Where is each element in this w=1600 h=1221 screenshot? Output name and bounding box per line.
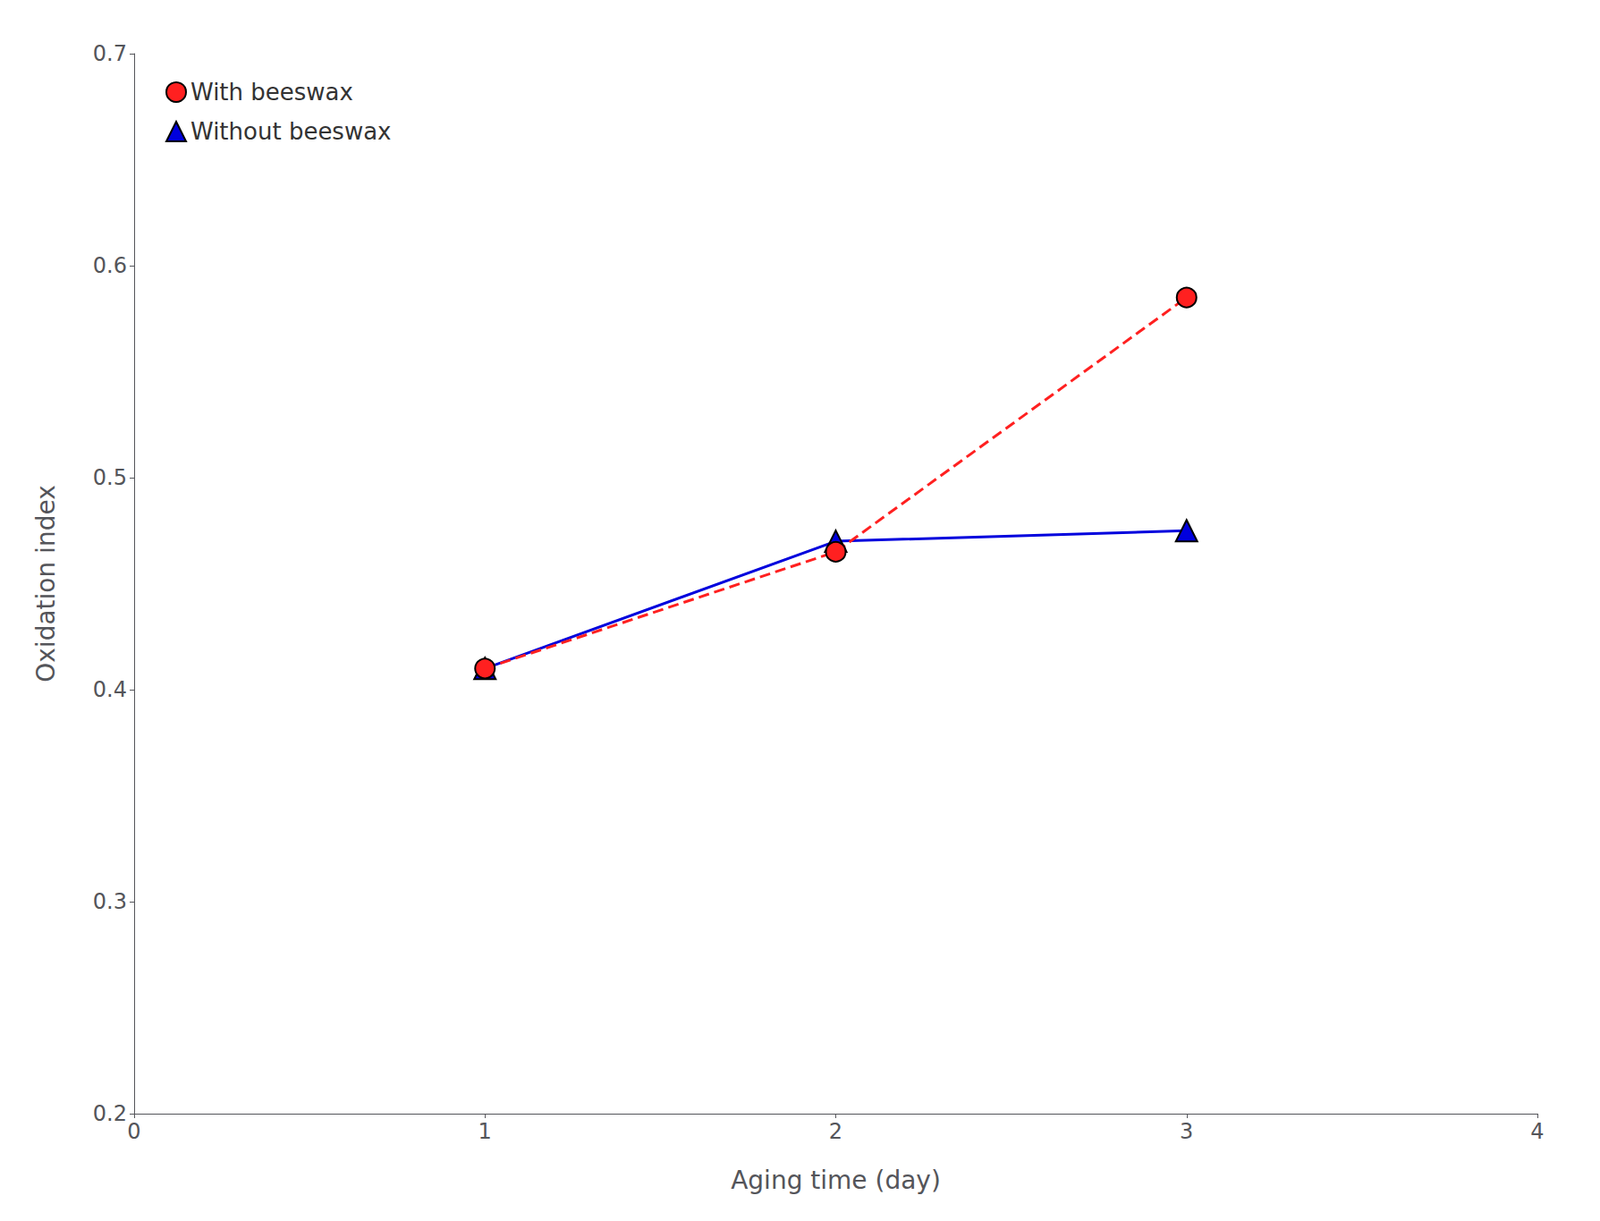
- svg-text:0.4: 0.4: [93, 677, 127, 703]
- svg-text:0.3: 0.3: [93, 888, 127, 915]
- svg-text:2: 2: [829, 1118, 843, 1144]
- svg-text:4: 4: [1530, 1118, 1544, 1144]
- svg-text:0: 0: [126, 1118, 141, 1144]
- svg-text:With beeswax: With beeswax: [190, 78, 354, 106]
- svg-text:0.7: 0.7: [93, 41, 127, 67]
- svg-text:1: 1: [478, 1118, 492, 1144]
- svg-text:0.5: 0.5: [93, 465, 127, 491]
- svg-text:0.6: 0.6: [93, 253, 127, 279]
- svg-text:3: 3: [1179, 1118, 1194, 1144]
- svg-text:Aging time (day): Aging time (day): [730, 1165, 941, 1195]
- svg-text:Without beeswax: Without beeswax: [190, 118, 392, 145]
- svg-text:0.2: 0.2: [93, 1100, 127, 1126]
- svg-text:Oxidation index: Oxidation index: [31, 484, 61, 682]
